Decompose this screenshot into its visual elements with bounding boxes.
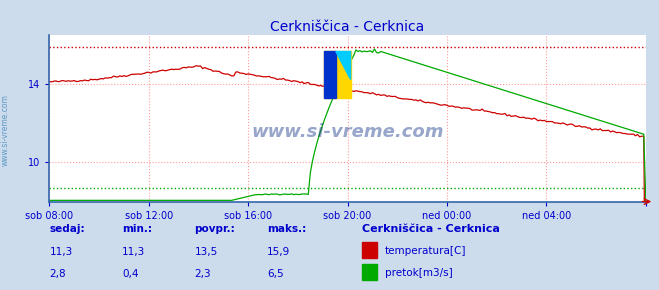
- Text: 6,5: 6,5: [267, 269, 283, 279]
- Text: temperatura[C]: temperatura[C]: [385, 246, 467, 256]
- Text: 15,9: 15,9: [267, 247, 290, 257]
- Polygon shape: [336, 52, 351, 79]
- Text: min.:: min.:: [122, 224, 152, 234]
- Text: maks.:: maks.:: [267, 224, 306, 234]
- Text: 0,4: 0,4: [122, 269, 138, 279]
- Text: 13,5: 13,5: [194, 247, 217, 257]
- Text: 11,3: 11,3: [49, 247, 72, 257]
- Text: povpr.:: povpr.:: [194, 224, 235, 234]
- Bar: [324, 52, 351, 98]
- Text: 2,3: 2,3: [194, 269, 211, 279]
- Polygon shape: [324, 52, 336, 98]
- Text: sedaj:: sedaj:: [49, 224, 85, 234]
- Text: www.si-vreme.com: www.si-vreme.com: [251, 122, 444, 141]
- Text: 2,8: 2,8: [49, 269, 66, 279]
- Text: pretok[m3/s]: pretok[m3/s]: [385, 268, 453, 278]
- Text: Cerkniščica - Cerknica: Cerkniščica - Cerknica: [362, 224, 500, 234]
- Text: www.si-vreme.com: www.si-vreme.com: [1, 95, 10, 166]
- Text: 11,3: 11,3: [122, 247, 145, 257]
- Title: Cerkniščica - Cerknica: Cerkniščica - Cerknica: [270, 20, 425, 34]
